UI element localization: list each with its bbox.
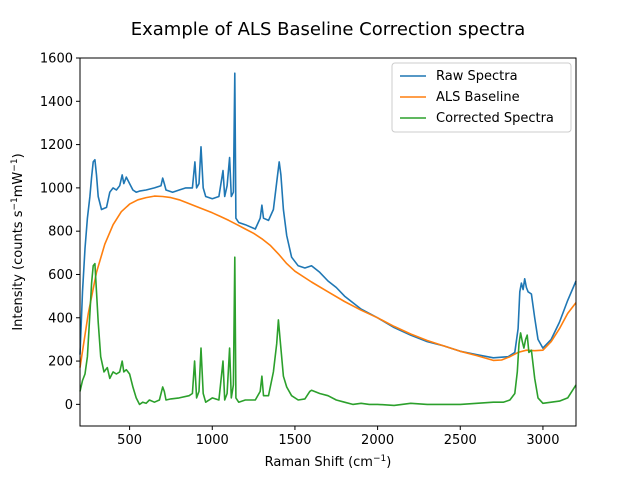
y-axis-label: Intensity (counts s−1mW−1): [10, 153, 26, 330]
y-tick-label: 1200: [40, 138, 73, 153]
y-tick-label: 1000: [40, 181, 73, 196]
y-tick-label: 1600: [40, 52, 73, 67]
y-tick-label: 1400: [40, 95, 73, 110]
legend: Raw Spectra ALS Baseline Corrected Spect…: [391, 62, 572, 133]
series-line-raw-spectra: [79, 72, 577, 359]
x-tick-label: 2000: [361, 433, 394, 448]
y-axis: 0 200 400 600 800 1000 1200 1400 1600: [40, 52, 80, 413]
y-tick-label: 400: [48, 311, 73, 326]
plot-frame: [79, 57, 577, 427]
y-tick-label: 200: [48, 355, 73, 370]
y-tick-label: 0: [65, 398, 73, 413]
x-tick-label: 500: [117, 433, 142, 448]
legend-box: [391, 62, 572, 133]
x-tick-label: 1500: [278, 433, 311, 448]
x-axis-label: Raman Shift (cm−1): [265, 454, 392, 470]
x-tick-label: 3000: [526, 433, 559, 448]
legend-label-raw-spectra: Raw Spectra: [436, 69, 518, 84]
y-tick-label: 800: [48, 225, 73, 240]
x-axis: 500 1000 1500 2000 2500 3000: [117, 426, 559, 448]
legend-label-corrected-spectra: Corrected Spectra: [436, 111, 554, 126]
plot-area: [79, 72, 577, 407]
chart-title: Example of ALS Baseline Correction spect…: [131, 19, 526, 40]
legend-label-als-baseline: ALS Baseline: [436, 90, 520, 105]
series-line-als-baseline: [79, 195, 577, 368]
series-line-corrected-spectra: [79, 256, 577, 407]
x-tick-label: 2500: [444, 433, 477, 448]
x-tick-label: 1000: [196, 433, 229, 448]
y-tick-label: 600: [48, 268, 73, 283]
